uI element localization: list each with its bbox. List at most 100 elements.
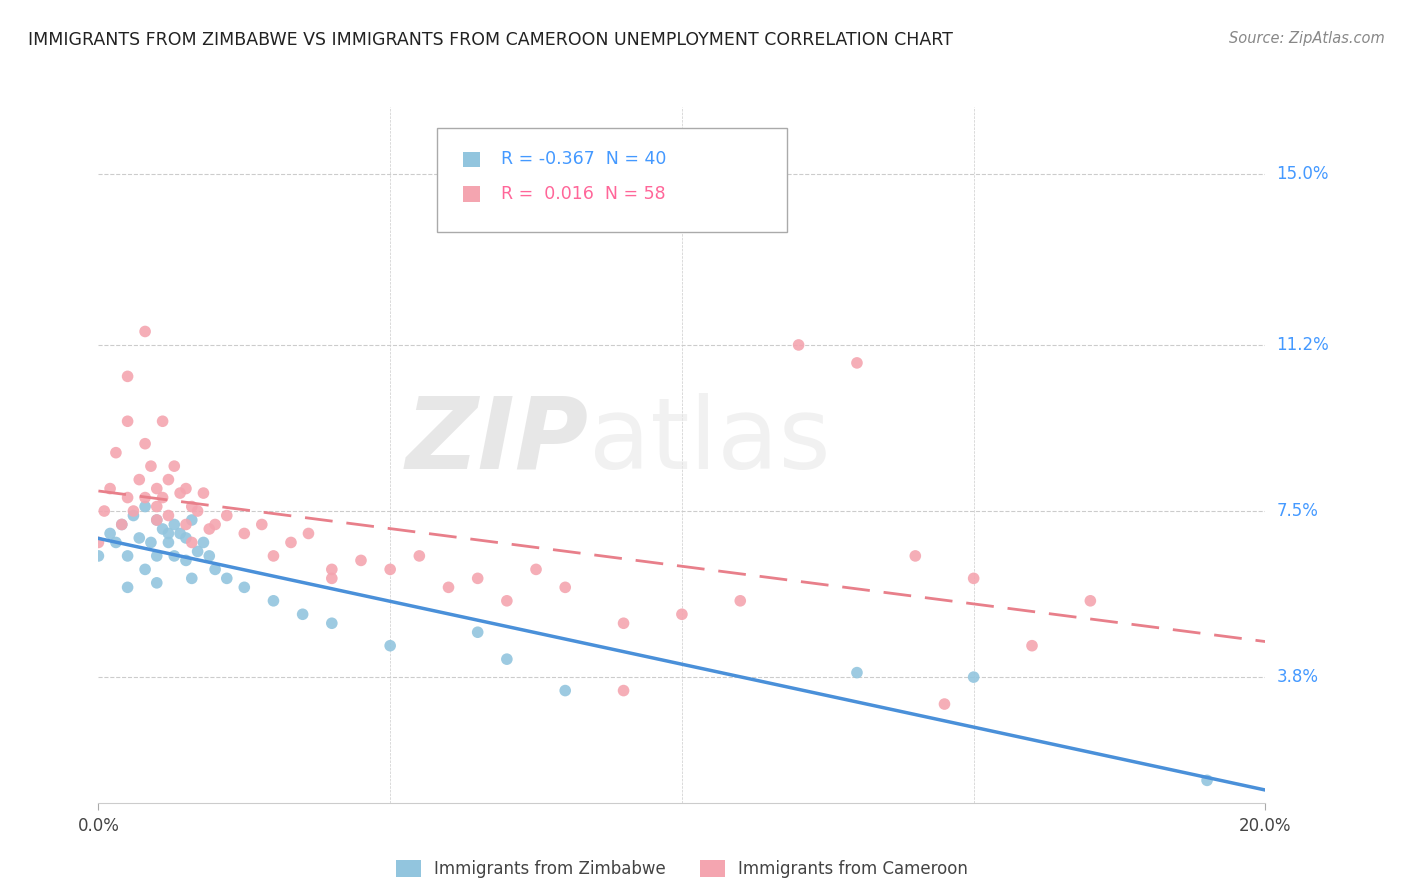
Point [98, 482, 121, 496]
Point [496, 594, 519, 608]
Point [187, 544, 209, 558]
Point [146, 482, 169, 496]
Point [787, 338, 810, 352]
Point [169, 486, 191, 500]
Point [146, 549, 169, 563]
Point [134, 436, 156, 450]
Point [262, 594, 284, 608]
Text: 15.0%: 15.0% [1277, 165, 1329, 184]
Text: atlas: atlas [589, 392, 830, 490]
Point [134, 325, 156, 339]
Point [134, 500, 156, 514]
Point [117, 549, 139, 563]
Text: Source: ZipAtlas.com: Source: ZipAtlas.com [1229, 31, 1385, 46]
Point [180, 500, 202, 514]
Point [163, 549, 186, 563]
Point [128, 473, 150, 487]
Point [671, 607, 693, 622]
Point [134, 562, 156, 576]
Text: IMMIGRANTS FROM ZIMBABWE VS IMMIGRANTS FROM CAMEROON UNEMPLOYMENT CORRELATION CH: IMMIGRANTS FROM ZIMBABWE VS IMMIGRANTS F… [28, 31, 953, 49]
Text: 3.8%: 3.8% [1277, 668, 1319, 686]
Point [180, 513, 202, 527]
Point [554, 580, 576, 594]
Point [146, 575, 169, 590]
Point [215, 508, 238, 523]
Point [152, 522, 174, 536]
Text: R =  0.016  N = 58: R = 0.016 N = 58 [501, 185, 665, 203]
Point [467, 625, 489, 640]
Point [904, 549, 927, 563]
FancyBboxPatch shape [463, 186, 481, 202]
Point [524, 562, 547, 576]
Point [934, 697, 956, 711]
Point [297, 526, 319, 541]
Point [146, 500, 169, 514]
Point [157, 473, 180, 487]
Point [128, 531, 150, 545]
Point [321, 571, 343, 585]
Point [233, 580, 256, 594]
Point [87, 535, 110, 549]
Point [1080, 594, 1102, 608]
Point [204, 517, 226, 532]
FancyBboxPatch shape [463, 152, 481, 167]
Point [291, 607, 314, 622]
Point [174, 531, 197, 545]
Point [962, 670, 984, 684]
Point [157, 508, 180, 523]
Point [169, 526, 191, 541]
Point [280, 535, 302, 549]
Point [139, 535, 162, 549]
Point [1195, 773, 1218, 788]
Text: R = -0.367  N = 40: R = -0.367 N = 40 [501, 150, 666, 169]
Point [204, 562, 226, 576]
Point [846, 356, 869, 370]
Point [174, 517, 197, 532]
Point [233, 526, 256, 541]
Point [134, 491, 156, 505]
Point [198, 549, 221, 563]
Text: 7.5%: 7.5% [1277, 502, 1319, 520]
Point [98, 526, 121, 541]
Point [152, 491, 174, 505]
Point [321, 616, 343, 631]
Point [146, 513, 169, 527]
Point [104, 445, 127, 459]
Point [846, 665, 869, 680]
Point [174, 553, 197, 567]
Point [262, 549, 284, 563]
Point [467, 571, 489, 585]
Point [157, 526, 180, 541]
Point [187, 504, 209, 518]
Point [408, 549, 430, 563]
Point [111, 517, 134, 532]
Text: 11.2%: 11.2% [1277, 336, 1329, 354]
Point [111, 517, 134, 532]
Point [437, 580, 460, 594]
Point [350, 553, 373, 567]
Text: ZIP: ZIP [405, 392, 589, 490]
Point [93, 504, 115, 518]
Point [87, 549, 110, 563]
Point [612, 683, 634, 698]
Point [321, 562, 343, 576]
Point [215, 571, 238, 585]
Point [122, 508, 145, 523]
Legend: Immigrants from Zimbabwe, Immigrants from Cameroon: Immigrants from Zimbabwe, Immigrants fro… [389, 854, 974, 885]
Point [117, 491, 139, 505]
Point [104, 535, 127, 549]
Point [139, 459, 162, 474]
Point [117, 369, 139, 384]
Point [117, 414, 139, 428]
FancyBboxPatch shape [437, 128, 787, 232]
Point [193, 486, 215, 500]
Point [163, 459, 186, 474]
Point [380, 562, 402, 576]
Point [730, 594, 752, 608]
Point [962, 571, 984, 585]
Point [180, 535, 202, 549]
Point [122, 504, 145, 518]
Point [180, 571, 202, 585]
Point [152, 414, 174, 428]
Point [198, 522, 221, 536]
